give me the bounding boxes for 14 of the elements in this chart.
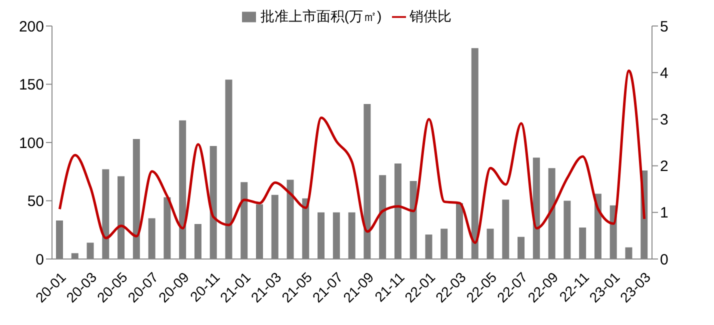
y2-tick-label: 3 — [660, 112, 668, 129]
legend-label: 销供比 — [410, 8, 452, 24]
y-tick-label: 50 — [27, 193, 44, 210]
y2-tick-label: 4 — [660, 64, 668, 82]
y2-tick-label: 2 — [660, 158, 668, 176]
line-series — [58, 69, 646, 244]
y2-tick-label: 1 — [660, 204, 668, 222]
y2-tick-label: 0 — [660, 251, 668, 268]
y2-tick-label: 5 — [660, 18, 668, 36]
y-tick-label: 200 — [18, 18, 44, 36]
legend-label: 批准上市面积(万㎡) — [260, 8, 382, 24]
y-tick-label: 150 — [18, 76, 44, 94]
y-tick-label: 0 — [36, 251, 44, 268]
y-tick-label: 100 — [18, 134, 44, 152]
